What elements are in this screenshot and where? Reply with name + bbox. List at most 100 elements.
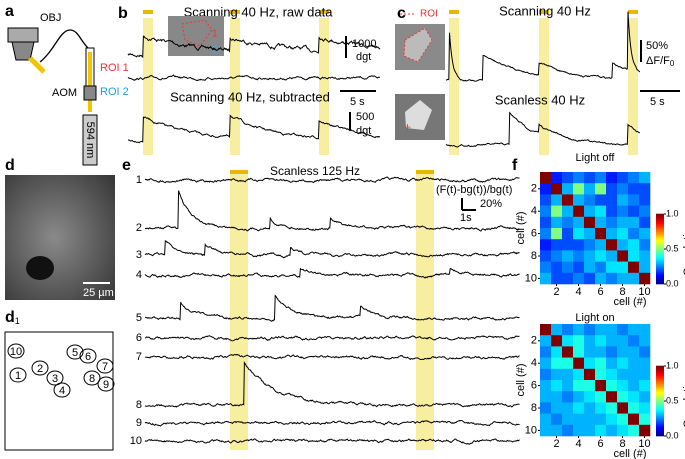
heatmap-cell — [551, 380, 563, 392]
heatmap-cell — [595, 216, 607, 229]
heatmap-cell — [551, 368, 563, 381]
colorbar-step — [656, 247, 664, 251]
heatmap-cell — [540, 194, 552, 206]
colorbar-step — [656, 231, 664, 235]
trace — [144, 438, 520, 445]
colorbar-step — [656, 395, 664, 399]
heatmap-cell — [617, 272, 629, 285]
heatmap-cell — [551, 172, 563, 184]
heatmap-cell — [628, 228, 640, 240]
heatmap-cell — [540, 324, 552, 336]
cell — [46, 370, 64, 386]
trace-label: 7 — [136, 351, 142, 363]
cell-map — [4, 331, 114, 451]
colorbar-step — [656, 375, 664, 379]
colorbar-step — [656, 433, 664, 437]
colorbar-step — [656, 379, 664, 383]
heatmap-cell — [584, 324, 596, 336]
cell-label: 10 — [10, 346, 22, 358]
panel-label: e — [122, 157, 131, 174]
heatmap-cell — [639, 272, 651, 285]
heatmap-cell — [551, 194, 563, 206]
heatmap-cell — [584, 194, 596, 206]
heatmap-cell — [606, 216, 618, 229]
heatmap-cell — [595, 183, 607, 195]
colorbar-label: Correlation — [682, 222, 685, 276]
trace-label: 8 — [136, 399, 142, 411]
heatmap-cell — [617, 261, 629, 274]
title: Scanning 40 Hz — [499, 3, 591, 18]
cell — [31, 360, 49, 376]
stimulus — [449, 10, 459, 14]
heatmap-cell — [573, 250, 585, 262]
heatmap-cell — [606, 272, 618, 285]
heatmap-cell — [639, 183, 651, 195]
heatmap-cell — [595, 172, 607, 184]
scale-label: 500 — [356, 111, 374, 123]
heatmap-cell — [639, 261, 651, 274]
heatmap-cell — [606, 357, 618, 370]
y-tick-label: 4 — [531, 205, 537, 217]
heatmap-cell — [595, 194, 607, 206]
heatmap-cell — [584, 413, 596, 426]
heatmap-cell — [573, 424, 585, 437]
cell-label: 9 — [103, 379, 109, 391]
cell — [53, 382, 71, 398]
heatmap-cell — [562, 368, 574, 381]
scale-label: dgt — [356, 125, 371, 137]
heatmap-cell — [540, 335, 552, 347]
trace — [144, 361, 520, 408]
heatmap-cell — [617, 183, 629, 195]
heatmap-cell — [551, 183, 563, 195]
colorbar-step — [656, 261, 664, 265]
heatmap-cell — [584, 228, 596, 240]
stimulus — [230, 18, 240, 155]
stimulus — [319, 10, 329, 14]
shape — [405, 100, 432, 130]
heatmap-cell — [551, 424, 563, 437]
heatmap-cell — [617, 228, 629, 240]
label: 1 — [212, 29, 218, 40]
cell — [79, 348, 97, 364]
heatmap-cell — [606, 261, 618, 274]
heatmap-cell — [606, 368, 618, 381]
heatmap-cell — [540, 205, 552, 218]
heatmap-cell — [639, 250, 651, 262]
heatmap-cell — [606, 172, 618, 184]
heatmap-cell — [617, 380, 629, 392]
stimulus — [143, 18, 153, 155]
colorbar-step — [656, 221, 664, 225]
trace-label: 6 — [136, 332, 142, 344]
heatmap-cell — [540, 239, 552, 251]
stimulus — [143, 10, 638, 155]
cell-label: 5 — [72, 347, 78, 359]
shape: 0 — [670, 59, 675, 68]
heatmap-cell — [540, 261, 552, 274]
heatmap-cell — [595, 368, 607, 381]
scale-label: (F(t)-bg(t))/bg(t) — [436, 184, 512, 196]
title: Scanning 40 Hz, raw data — [184, 4, 334, 19]
colorbar-step — [656, 415, 664, 419]
stimulus — [143, 10, 153, 14]
heatmap-cell — [562, 391, 574, 403]
colorbar-step — [656, 391, 664, 395]
colorbar-tick-label: 0.5 — [666, 243, 679, 253]
colorbar-step — [656, 257, 664, 261]
heatmap-cell — [595, 380, 607, 392]
scale-label: 1s — [460, 212, 472, 224]
shape — [28, 56, 46, 74]
colorbar-step — [656, 241, 664, 245]
x-tick-label: 6 — [597, 286, 603, 298]
heatmap-cell — [628, 380, 640, 392]
colorbar-step — [656, 401, 664, 405]
heatmap-cell — [562, 239, 574, 251]
heatmap-cell — [562, 324, 574, 336]
heatmap-cell — [639, 368, 651, 381]
heatmap-cell — [628, 346, 640, 358]
trace — [127, 35, 381, 59]
y-tick-label: 2 — [531, 183, 537, 195]
colorbar-step — [656, 263, 664, 267]
heatmap-cell — [595, 402, 607, 414]
trace — [144, 176, 520, 184]
